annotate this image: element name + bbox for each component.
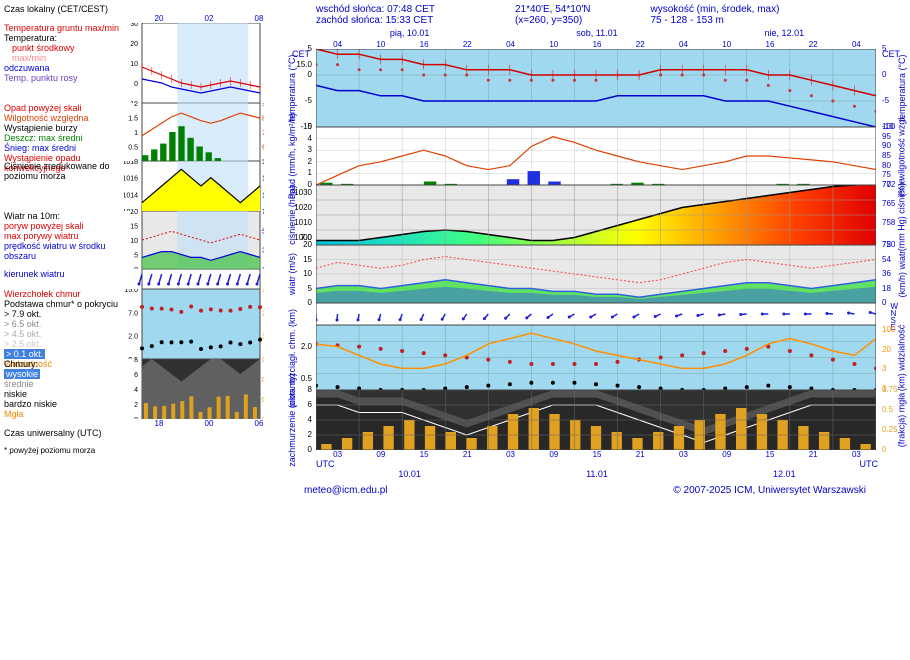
wind-chart: wiatr (m/s) (km/h) wiatr 201510507254361… (316, 245, 878, 303)
day-labels: pią, 10.01sob, 11.01nie, 12.01 (316, 28, 878, 38)
time-axis-top: 04101622041016220410162204 (316, 40, 878, 49)
cloud-cover-chart: zachmurzenie (oktanty) (frakcja) mgła 86… (316, 390, 878, 450)
svg-text:61: 61 (262, 145, 264, 152)
svg-text:0: 0 (134, 81, 138, 88)
main-charts-column: wschód słońca: 07:48 CET zachód słońca: … (288, 4, 906, 481)
svg-text:7.0: 7.0 (128, 310, 138, 317)
cloud-extent-chart: pion. rozciągł. chm. (km) (km) widzialno… (316, 325, 878, 390)
svg-text:5: 5 (134, 253, 138, 260)
svg-text:1018: 1018 (262, 161, 264, 166)
header-info: wschód słońca: 07:48 CET zachód słońca: … (316, 4, 906, 26)
utc-label-left: Czas uniwersalny (UTC) (4, 428, 284, 438)
svg-text:1014: 1014 (262, 192, 264, 199)
winddir-chart: WNSE (316, 303, 878, 325)
svg-text:0: 0 (262, 417, 264, 419)
svg-text:84: 84 (262, 116, 264, 123)
temperature-chart: temperatura (°C) temperatura (°C) 50-5-1… (316, 49, 878, 127)
left-legend-column: Czas lokalny (CET/CEST) 20 02 08 Tempera… (4, 4, 284, 481)
svg-text:20: 20 (130, 211, 138, 216)
svg-text:1016: 1016 (124, 176, 138, 183)
precipitation-chart: opad (mm/h, kg/m²/h) (%) wilgotność wzgl… (316, 127, 878, 185)
mini-precip-chart: 21.510.509684736150 (124, 103, 284, 161)
svg-text:15: 15 (130, 224, 138, 231)
svg-text:1: 1 (134, 130, 138, 137)
svg-text:1014: 1014 (124, 192, 138, 199)
svg-text:36: 36 (262, 248, 264, 255)
svg-text:72: 72 (262, 211, 264, 216)
pressure-chart: ciśnienie (hPa) (mm Hg) ciśnienie 103010… (316, 185, 878, 245)
svg-text:0.75: 0.75 (262, 359, 264, 364)
svg-text:2.0: 2.0 (128, 334, 138, 341)
svg-text:2: 2 (134, 402, 138, 409)
svg-text:96: 96 (262, 103, 264, 108)
mini-pressure-chart: 10181016101410121018101610141012 (124, 161, 284, 211)
svg-text:30: 30 (130, 23, 138, 28)
svg-text:10: 10 (130, 238, 138, 245)
footer-email: meteo@icm.edu.pl (304, 485, 388, 496)
svg-text:73: 73 (262, 130, 264, 137)
footer-copyright: © 2007-2025 ICM, Uniwersytet Warszawski (673, 485, 866, 496)
svg-text:54: 54 (262, 228, 264, 235)
mini-winddir-chart (124, 269, 284, 289)
footer: meteo@icm.edu.pl © 2007-2025 ICM, Uniwer… (4, 485, 906, 496)
mini-wind-chart: 2015105072543618 (124, 211, 284, 269)
footnote: * powyżej poziomu morza (4, 446, 284, 455)
svg-text:2: 2 (134, 103, 138, 108)
time-axis-bottom: 03091521030915210309152103 (316, 450, 878, 459)
svg-text:15.0: 15.0 (124, 289, 138, 294)
svg-text:20: 20 (262, 310, 264, 317)
svg-text:4: 4 (134, 387, 138, 394)
svg-text:100: 100 (262, 289, 264, 294)
mini-temp-chart: 3020100-10 (124, 23, 284, 103)
svg-text:3: 3 (262, 334, 264, 341)
svg-text:1.5: 1.5 (128, 116, 138, 123)
svg-text:6: 6 (134, 372, 138, 379)
mini-cloudext-chart: 15.07.02.00.51002031 (124, 289, 284, 359)
local-time-label: Czas lokalny (CET/CEST) (4, 4, 284, 14)
svg-text:0.5: 0.5 (128, 145, 138, 152)
mini-cloudcov-chart: 8 6 4 2 0 0.75 0.5 0.25 0 (124, 359, 284, 419)
svg-text:10: 10 (130, 61, 138, 68)
svg-text:1018: 1018 (124, 161, 138, 166)
svg-text:20: 20 (130, 41, 138, 48)
svg-text:8: 8 (134, 359, 138, 364)
svg-text:0: 0 (134, 417, 138, 419)
svg-text:0.5: 0.5 (262, 377, 264, 384)
svg-text:1016: 1016 (262, 176, 264, 183)
svg-text:0.25: 0.25 (262, 397, 264, 404)
